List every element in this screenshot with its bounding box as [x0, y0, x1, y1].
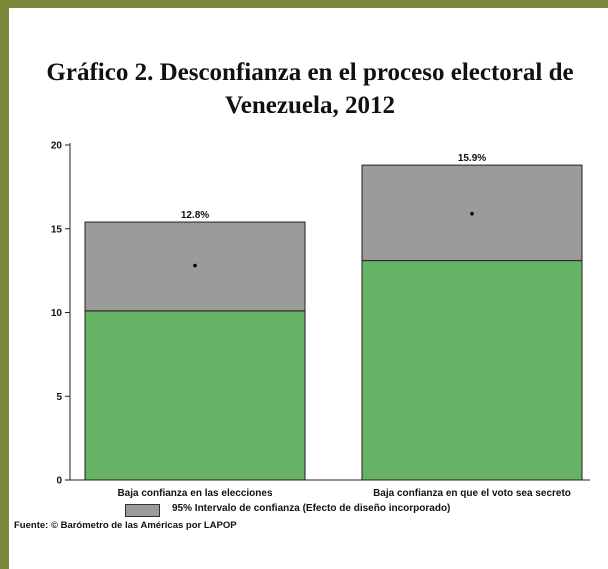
source-note: Fuente: © Barómetro de las Américas por … — [14, 520, 237, 531]
chart-title: Gráfico 2. Desconfianza en el proceso el… — [46, 59, 574, 119]
frame-border-top — [0, 0, 608, 8]
y-tick-label: 15 — [51, 224, 63, 235]
bar — [361, 260, 583, 481]
legend-label-ci: 95% Intervalo de confianza (Efecto de di… — [172, 503, 451, 514]
category-label: Baja confianza en que el voto sea secret… — [373, 488, 571, 499]
y-tick-label: 5 — [56, 392, 62, 403]
y-tick-label: 10 — [51, 308, 63, 319]
point-estimate — [470, 211, 474, 216]
data-label: 12.8% — [181, 210, 209, 221]
point-estimate — [193, 263, 197, 268]
data-label: 15.9% — [458, 153, 486, 164]
bar — [84, 310, 306, 481]
category-label: Baja confianza en las elecciones — [117, 488, 273, 499]
legend-swatch-ci — [125, 504, 160, 517]
y-tick-label: 20 — [51, 141, 63, 152]
y-tick-label: 0 — [56, 476, 62, 487]
frame-border-left — [0, 0, 9, 569]
